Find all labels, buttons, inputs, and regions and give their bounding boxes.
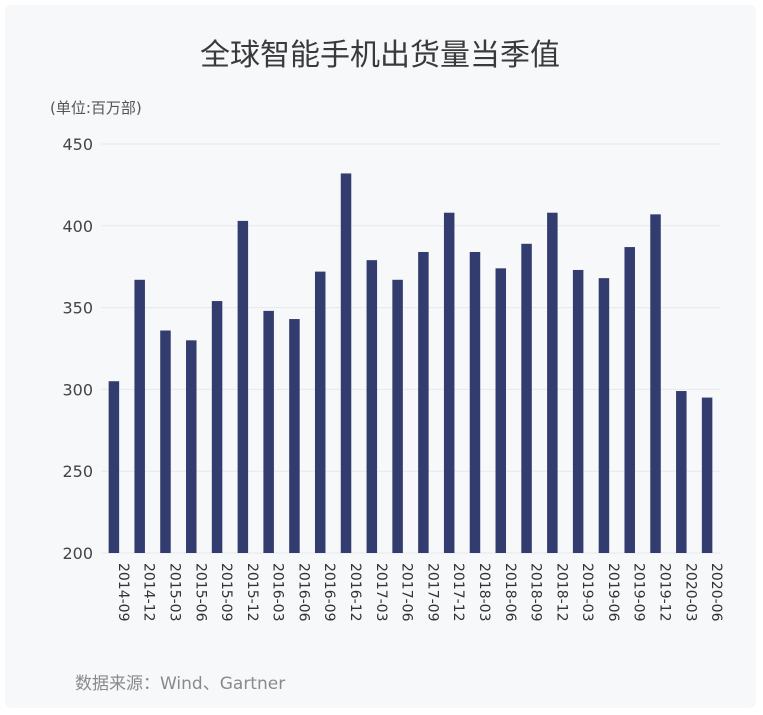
bar-2019-09 — [624, 247, 635, 553]
x-tick-label: 2015-12 — [244, 563, 260, 622]
bar-2017-06 — [392, 279, 403, 553]
x-tick-label: 2016-06 — [295, 563, 311, 622]
bar-2020-06 — [701, 397, 713, 553]
bar-2015-03 — [160, 330, 171, 553]
x-tick-label: 2014-12 — [141, 563, 157, 622]
bar-2016-12 — [340, 173, 352, 553]
x-tick-label: 2017-03 — [373, 563, 389, 622]
bar-2020-03 — [676, 391, 687, 553]
bar-2017-03 — [366, 260, 378, 553]
bar-2018-09 — [521, 243, 532, 553]
bar-2017-12 — [443, 212, 455, 553]
x-tick-label: 2018-03 — [476, 563, 492, 622]
gridlines — [101, 143, 720, 554]
x-tick-label: 2015-09 — [218, 563, 234, 622]
bar-2015-09 — [211, 301, 223, 553]
x-tick-label: 2015-06 — [192, 563, 208, 622]
x-tick-label: 2014-09 — [115, 563, 131, 622]
x-tick-label: 2017-09 — [424, 563, 440, 622]
bars — [108, 173, 713, 553]
bar-2018-12 — [547, 212, 558, 553]
y-tick-label: 450 — [62, 135, 93, 154]
x-axis-ticks: 2014-09 2014-12 2015-03 2015-06 2015-09 2015-… — [115, 563, 724, 622]
bar-2016-06 — [289, 319, 300, 553]
x-tick-label: 2019-09 — [631, 563, 647, 622]
y-tick-label: 200 — [62, 544, 93, 563]
bar-2016-03 — [263, 310, 274, 553]
bar-2017-09 — [418, 251, 429, 553]
bar-2019-12 — [650, 214, 661, 553]
x-tick-label: 2020-03 — [682, 563, 698, 622]
bar-2015-06 — [186, 340, 197, 553]
bar-2018-06 — [495, 268, 507, 553]
y-axis-ticks: 200 250 300 350 400 450 — [62, 135, 93, 563]
x-tick-label: 2018-09 — [528, 563, 544, 622]
x-tick-label: 2020-06 — [708, 563, 724, 622]
x-tick-label: 2016-09 — [321, 563, 337, 622]
x-tick-label: 2019-12 — [657, 563, 673, 622]
source-note: 数据来源：Wind、Gartner — [75, 674, 285, 694]
x-tick-label: 2018-12 — [553, 563, 569, 622]
x-tick-label: 2018-06 — [502, 563, 518, 622]
bar-2015-12 — [237, 220, 249, 553]
x-tick-label: 2019-06 — [605, 563, 621, 622]
bar-2014-09 — [108, 381, 120, 553]
bar-2018-03 — [469, 251, 481, 553]
y-tick-label: 400 — [62, 217, 93, 236]
y-tick-label: 250 — [62, 462, 93, 481]
x-tick-label: 2017-12 — [450, 563, 466, 622]
x-tick-label: 2016-03 — [270, 563, 286, 622]
x-tick-label: 2016-12 — [347, 563, 363, 622]
y-tick-label: 350 — [62, 299, 93, 318]
x-tick-label: 2015-03 — [166, 563, 182, 622]
chart-title: 全球智能手机出货量当季值 — [200, 38, 560, 73]
bar-2019-03 — [572, 269, 584, 553]
bar-2014-12 — [134, 279, 145, 553]
bar-2016-09 — [314, 271, 326, 553]
x-tick-label: 2019-03 — [579, 563, 595, 622]
unit-label: (单位:百万部) — [50, 99, 142, 117]
y-tick-label: 300 — [62, 380, 93, 399]
bar-2019-06 — [598, 278, 610, 553]
chart-card: 全球智能手机出货量当季值 (单位:百万部) 200 250 300 350 400 450… — [5, 5, 756, 708]
x-tick-label: 2017-06 — [399, 563, 415, 622]
bar-chart: 全球智能手机出货量当季值 (单位:百万部) 200 250 300 350 400 450… — [50, 38, 724, 694]
